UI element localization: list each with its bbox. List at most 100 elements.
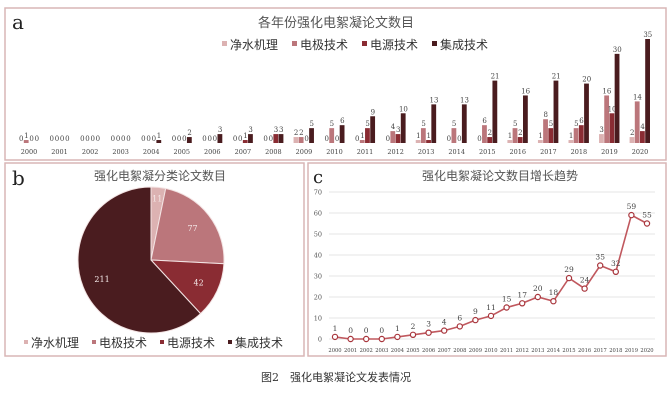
bar xyxy=(487,137,493,143)
bar-value-label: 0 xyxy=(447,135,451,143)
bar-value-label: 3 xyxy=(248,126,252,134)
bar xyxy=(329,128,335,143)
legend-label: 电源技术 xyxy=(167,336,215,350)
bar xyxy=(415,140,421,143)
bar xyxy=(293,137,299,143)
data-point xyxy=(628,211,635,219)
bar-value-label: 5 xyxy=(310,120,314,128)
bar-value-label: 1 xyxy=(157,132,161,140)
panel-b-pie: 11 77 42 211 xyxy=(77,186,225,334)
x-tick-label: 2009 xyxy=(469,348,482,354)
x-tick-label: 2006 xyxy=(204,148,221,156)
legend-swatch xyxy=(292,41,297,46)
data-point xyxy=(363,335,370,343)
bar xyxy=(573,128,579,143)
bar xyxy=(426,140,431,143)
data-point xyxy=(612,268,620,275)
data-value-label: 4 xyxy=(442,318,447,327)
legend-label: 集成技术 xyxy=(235,335,283,350)
bar-value-label: 0 xyxy=(35,135,39,143)
data-value-label: 17 xyxy=(517,290,527,299)
data-value-label: 18 xyxy=(549,288,559,297)
bar-value-label: 2 xyxy=(294,129,298,137)
bar xyxy=(309,128,314,143)
x-tick-label: 2014 xyxy=(547,348,561,354)
x-tick-label: 2013 xyxy=(418,148,435,156)
x-tick-label: 2014 xyxy=(448,148,465,156)
bar-value-label: 2 xyxy=(630,129,634,137)
bar xyxy=(517,137,523,143)
legend-swatch xyxy=(432,41,437,46)
bar-value-label: 0 xyxy=(238,135,242,143)
data-value-label: 59 xyxy=(627,202,637,211)
bar-value-label: 0 xyxy=(202,135,206,143)
y-tick-label: 70 xyxy=(314,189,322,197)
bar-value-label: 0 xyxy=(182,135,186,143)
bar-value-label: 8 xyxy=(544,111,548,119)
pie-value-label: 211 xyxy=(94,275,109,284)
bar-value-label: 0 xyxy=(121,135,125,143)
bar-value-label: 0 xyxy=(207,135,211,143)
data-point xyxy=(472,316,479,324)
y-tick-label: 20 xyxy=(314,294,322,302)
bar-value-label: 0 xyxy=(233,135,237,143)
data-value-label: 55 xyxy=(642,211,652,220)
data-point xyxy=(550,298,557,305)
bar-value-label: 0 xyxy=(19,135,23,143)
bar-value-label: 5 xyxy=(513,120,517,128)
data-point xyxy=(503,304,510,311)
bar-value-label: 4 xyxy=(391,123,396,131)
legend-swatch xyxy=(92,340,96,344)
data-value-label: 2 xyxy=(411,322,416,331)
panel-a-label: a xyxy=(12,10,24,34)
bar-value-label: 2 xyxy=(488,129,492,137)
x-tick-label: 2012 xyxy=(516,348,529,354)
legend-label: 净水机理 xyxy=(230,38,278,52)
bar-value-label: 0 xyxy=(85,135,89,143)
x-tick-label: 2008 xyxy=(265,148,282,156)
bar-value-label: 1 xyxy=(569,132,573,140)
pie-value-label: 77 xyxy=(187,224,197,233)
pie-slice xyxy=(150,187,225,265)
data-value-label: 32 xyxy=(611,259,621,268)
bar-value-label: 13 xyxy=(460,96,469,104)
x-tick-label: 2019 xyxy=(625,348,638,354)
legend-label: 电极技术 xyxy=(99,336,147,350)
bar-value-label: 0 xyxy=(116,135,120,143)
data-point xyxy=(394,333,401,341)
data-point xyxy=(581,285,588,292)
bar-value-label: 16 xyxy=(602,87,611,95)
bar-value-label: 13 xyxy=(429,96,438,104)
bar-value-label: 2 xyxy=(518,129,522,137)
panel-c-label: c xyxy=(313,167,323,188)
x-tick-label: 2018 xyxy=(609,348,622,354)
panel-b-title: 强化电絮凝分类论文数目 xyxy=(94,168,226,183)
data-value-label: 35 xyxy=(595,253,605,262)
data-value-label: 29 xyxy=(564,265,574,274)
legend-label: 电源技术 xyxy=(370,38,418,52)
x-tick-label: 2010 xyxy=(326,148,343,156)
bar-value-label: 10 xyxy=(399,105,408,113)
bar xyxy=(634,101,640,143)
bar-value-label: 0 xyxy=(213,135,217,143)
bar xyxy=(431,104,437,143)
bar-value-label: 5 xyxy=(452,120,456,128)
data-point xyxy=(519,300,526,307)
bar-value-label: 1 xyxy=(508,132,512,140)
bar-value-label: 3 xyxy=(279,126,283,134)
data-point xyxy=(425,329,432,336)
bar xyxy=(217,134,223,143)
data-point xyxy=(441,327,448,334)
legend-swatch xyxy=(222,41,227,46)
data-point xyxy=(347,335,354,343)
x-tick-label: 2000 xyxy=(21,148,38,156)
x-tick-label: 2001 xyxy=(344,348,357,354)
bar-value-label: 6 xyxy=(340,117,345,125)
bar-value-label: 10 xyxy=(608,105,617,113)
bar xyxy=(523,95,528,143)
x-tick-label: 2007 xyxy=(438,348,451,354)
x-tick-label: 2006 xyxy=(422,348,435,354)
bar-value-label: 0 xyxy=(65,135,69,143)
bar-value-label: 0 xyxy=(50,135,54,143)
